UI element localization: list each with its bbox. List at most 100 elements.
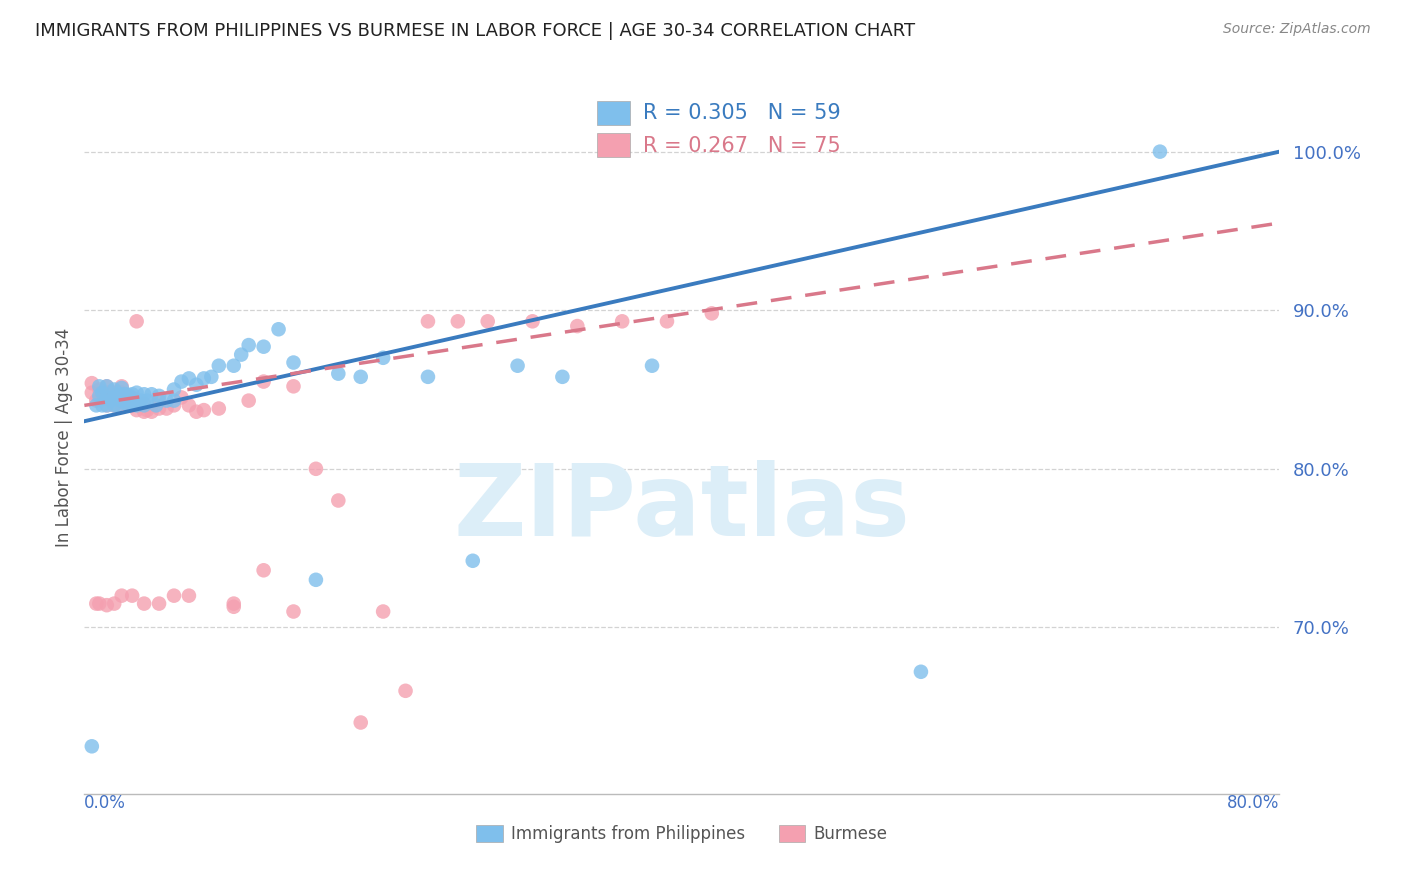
Point	[96, 398, 118, 412]
Point	[177, 398, 200, 412]
Point	[105, 387, 128, 401]
Point	[193, 403, 215, 417]
Point	[96, 391, 118, 405]
Point	[193, 882, 215, 892]
Point	[115, 393, 138, 408]
Point	[177, 371, 200, 385]
Point	[208, 359, 231, 373]
Point	[155, 393, 177, 408]
Point	[91, 385, 114, 400]
Text: Source: ZipAtlas.com: Source: ZipAtlas.com	[1223, 22, 1371, 37]
Point	[96, 392, 118, 406]
Point	[118, 391, 141, 405]
Point	[910, 665, 932, 679]
Point	[111, 392, 134, 406]
Text: ZIPatlas: ZIPatlas	[454, 460, 910, 557]
Point	[132, 398, 156, 412]
Point	[141, 387, 163, 401]
Point	[267, 322, 290, 336]
Point	[283, 355, 305, 369]
Point	[103, 383, 125, 397]
Point	[121, 387, 143, 401]
Point	[96, 398, 118, 412]
Point	[461, 554, 484, 568]
Point	[89, 597, 111, 611]
Point	[80, 739, 103, 754]
Point	[121, 589, 143, 603]
Point	[373, 605, 395, 619]
Point	[103, 392, 125, 406]
Point	[641, 359, 664, 373]
Point	[551, 369, 574, 384]
Point	[238, 338, 260, 352]
Point	[121, 398, 143, 412]
Point	[222, 599, 245, 614]
Point	[132, 405, 156, 419]
Point	[105, 385, 128, 400]
Point	[129, 393, 152, 408]
Point	[283, 379, 305, 393]
Point	[96, 385, 118, 400]
Point	[148, 401, 170, 416]
Point	[312, 890, 335, 892]
Point	[115, 397, 138, 411]
Point	[111, 379, 134, 393]
Point	[186, 405, 208, 419]
Point	[200, 369, 222, 384]
Point	[111, 387, 134, 401]
Point	[163, 398, 186, 412]
Point	[96, 379, 118, 393]
Point	[121, 395, 143, 409]
Point	[125, 314, 148, 328]
Point	[350, 715, 373, 730]
Point	[612, 314, 634, 328]
Point	[350, 369, 373, 384]
Point	[136, 403, 159, 417]
Point	[103, 398, 125, 412]
Point	[89, 379, 111, 393]
Point	[129, 398, 152, 412]
Point	[522, 314, 544, 328]
Point	[89, 392, 111, 406]
Point	[283, 605, 305, 619]
Point	[305, 462, 328, 476]
Text: IMMIGRANTS FROM PHILIPPINES VS BURMESE IN LABOR FORCE | AGE 30-34 CORRELATION CH: IMMIGRANTS FROM PHILIPPINES VS BURMESE I…	[35, 22, 915, 40]
Point	[253, 375, 276, 389]
Point	[100, 393, 122, 408]
Point	[253, 340, 276, 354]
Point	[170, 391, 193, 405]
Point	[86, 393, 108, 408]
Point	[89, 383, 111, 397]
Text: 80.0%: 80.0%	[1227, 794, 1279, 812]
Point	[118, 398, 141, 412]
Point	[118, 389, 141, 403]
Point	[1149, 145, 1171, 159]
Point	[170, 375, 193, 389]
Point	[238, 393, 260, 408]
Point	[96, 379, 118, 393]
Point	[100, 393, 122, 408]
Point	[132, 597, 156, 611]
Point	[145, 398, 167, 412]
Point	[148, 597, 170, 611]
Point	[132, 397, 156, 411]
Point	[177, 589, 200, 603]
Point	[111, 381, 134, 395]
Point	[96, 598, 118, 612]
Point	[111, 589, 134, 603]
Point	[115, 387, 138, 401]
Point	[125, 385, 148, 400]
Point	[121, 391, 143, 405]
Point	[103, 385, 125, 400]
Point	[105, 393, 128, 408]
Point	[163, 393, 186, 408]
Point	[655, 314, 678, 328]
Point	[86, 398, 108, 412]
Point	[155, 401, 177, 416]
Point	[148, 393, 170, 408]
Point	[416, 314, 439, 328]
Point	[373, 351, 395, 365]
Point	[208, 401, 231, 416]
Point	[80, 376, 103, 391]
Point	[105, 398, 128, 412]
